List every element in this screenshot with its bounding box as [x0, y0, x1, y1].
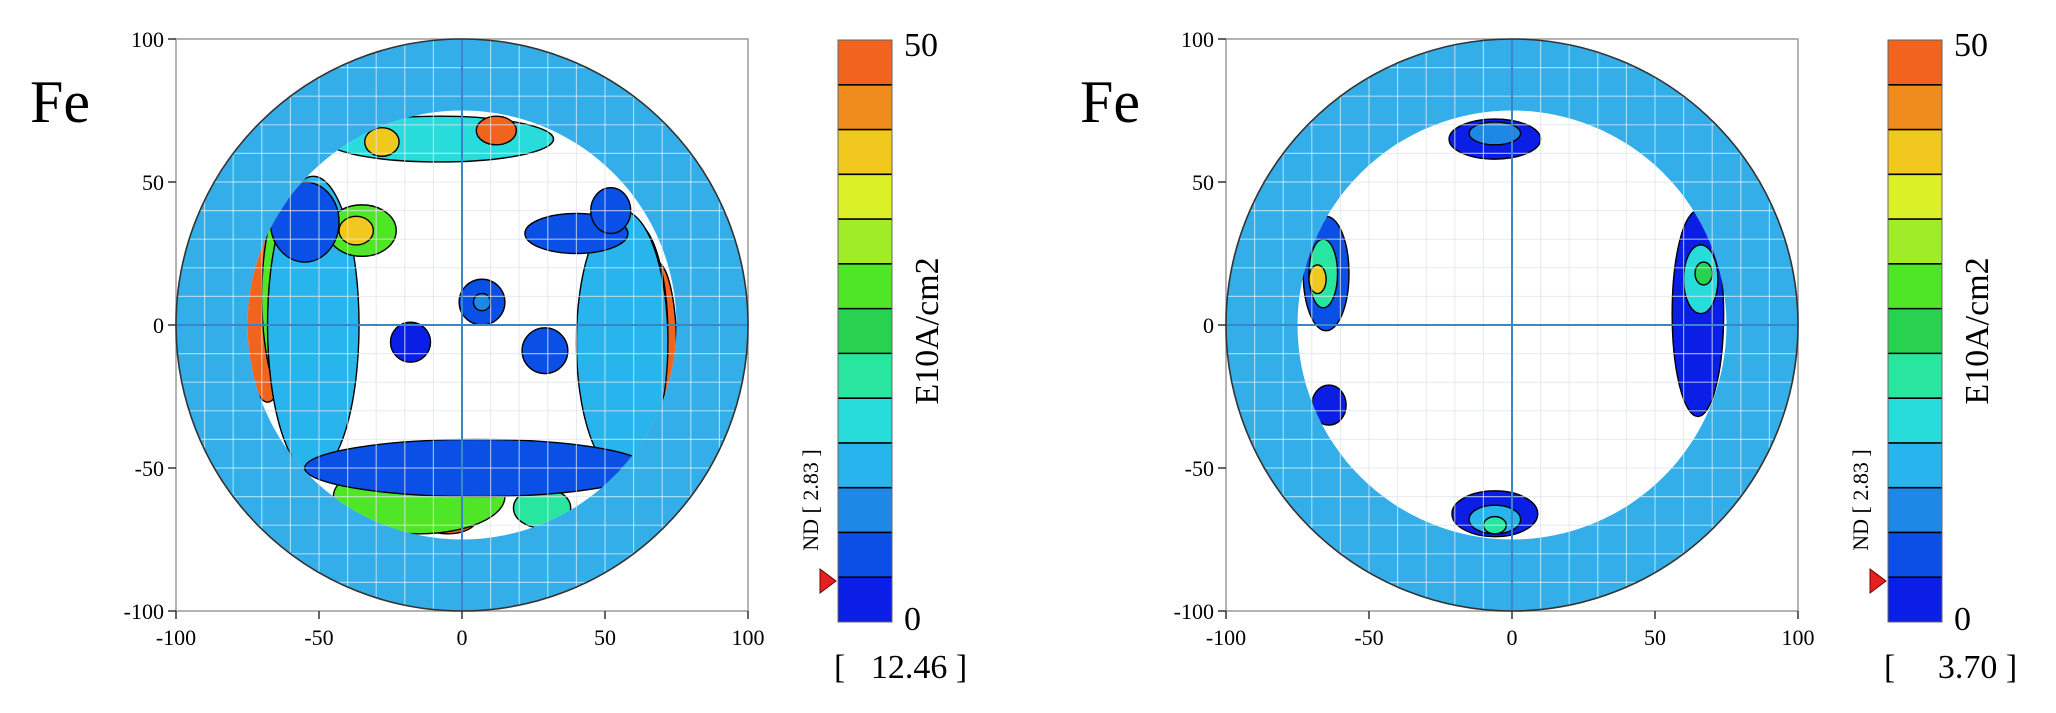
colorbar-segment [1888, 174, 1942, 220]
colorbar-segment [838, 532, 892, 578]
colorbar-segment [838, 263, 892, 309]
intensity-region [364, 126, 400, 157]
x-tick-label: -50 [304, 625, 333, 650]
y-tick-label: 100 [1181, 27, 1214, 52]
colorbar-border [1887, 39, 1943, 623]
intensity-regions [1302, 118, 1725, 538]
colorbar-segment [838, 84, 892, 130]
colorbar [1887, 39, 1943, 623]
colorbar-segment [1888, 577, 1942, 622]
intensity-region [1468, 121, 1522, 146]
pole-figure-right: Fe -100 -50 0 50 100 100 50 0 -50 -100 50 0 E10A/cm2… [1050, 0, 2056, 708]
colorbar-segment [838, 353, 892, 399]
y-tick-label: -50 [1185, 456, 1214, 481]
x-tick-label: -100 [1206, 625, 1246, 650]
colorbar-segment [838, 398, 892, 443]
y-tick-label: -100 [1174, 599, 1214, 624]
nd-caption: ND [ 2.83 ] [1848, 449, 1873, 550]
colorbar-unit-label: E10A/cm2 [909, 257, 946, 404]
y-tick-label: -100 [124, 599, 164, 624]
colorbar-segment [1888, 532, 1942, 578]
colorbar-segment [1888, 263, 1942, 309]
x-tick-label: 100 [1782, 625, 1815, 650]
intensity-region [1694, 261, 1713, 286]
panel-label: Fe [1080, 69, 1140, 135]
colorbar-max-label: 50 [904, 27, 938, 64]
colorbar-segment [838, 577, 892, 622]
x-tick-label: -100 [156, 625, 196, 650]
y-tick-label: 0 [1203, 313, 1214, 338]
colorbar-segment [838, 174, 892, 220]
pole-figure-svg: Fe -100 -50 0 50 100 100 50 0 -50 -100 50 0 E10A/cm2… [30, 27, 967, 686]
colorbar-border [837, 39, 893, 623]
pole-figure-left: Fe -100 -50 0 50 100 100 50 0 -50 -100 50 0 E10A/cm2… [0, 0, 1028, 708]
colorbar-segment [1888, 398, 1942, 443]
colorbar-segment [838, 219, 892, 264]
y-tick-label: 50 [1192, 170, 1214, 195]
colorbar-segment [1888, 40, 1942, 85]
colorbar-segment [838, 487, 892, 533]
nd-caption: ND [ 2.83 ] [798, 449, 823, 550]
intensity-region [1308, 264, 1327, 295]
panel-label: Fe [30, 69, 90, 135]
x-tick-label: 0 [457, 625, 468, 650]
colorbar-segment [1888, 487, 1942, 533]
y-tick-label: 100 [131, 27, 164, 52]
colorbar-segment [838, 442, 892, 488]
max-value-label: [ 12.46 ] [834, 649, 967, 686]
x-tick-label: 50 [594, 625, 616, 650]
colorbar-max-label: 50 [1954, 27, 1988, 64]
colorbar [837, 39, 893, 623]
colorbar-segment [1888, 308, 1942, 354]
colorbar-unit-label: E10A/cm2 [1959, 257, 1996, 404]
colorbar-min-label: 0 [1954, 601, 1971, 638]
colorbar-segment [1888, 219, 1942, 264]
colorbar-segment [1888, 129, 1942, 175]
colorbar-segment [838, 308, 892, 354]
x-tick-label: 50 [1644, 625, 1666, 650]
pole-figure-svg: Fe -100 -50 0 50 100 100 50 0 -50 -100 50 0 E10A/cm2… [1080, 27, 2017, 686]
x-tick-label: 0 [1507, 625, 1518, 650]
colorbar-segment [838, 129, 892, 175]
y-tick-label: 0 [153, 313, 164, 338]
x-tick-label: 100 [732, 625, 765, 650]
intensity-region [338, 215, 375, 246]
y-tick-label: 50 [142, 170, 164, 195]
intensity-region [475, 115, 518, 146]
colorbar-segment [838, 40, 892, 85]
intensity-region [521, 327, 569, 375]
max-value-label: [ 3.70 ] [1884, 649, 2017, 686]
intensity-region [389, 321, 432, 363]
y-tick-label: -50 [135, 456, 164, 481]
colorbar-segment [1888, 84, 1942, 130]
colorbar-segment [1888, 353, 1942, 399]
marker-triangle [819, 568, 837, 595]
colorbar-min-label: 0 [904, 601, 921, 638]
x-tick-label: -50 [1354, 625, 1383, 650]
colorbar-segment [1888, 442, 1942, 488]
marker-triangle [1869, 568, 1887, 595]
